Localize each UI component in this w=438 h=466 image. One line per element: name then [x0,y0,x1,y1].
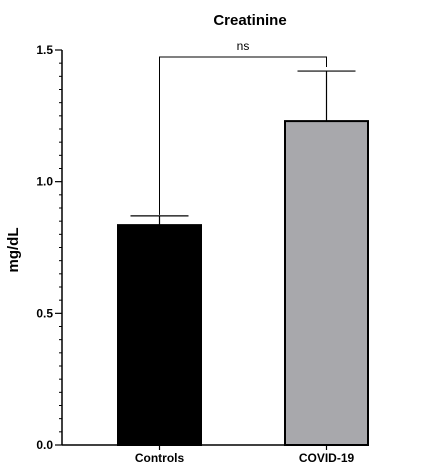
y-tick-label: 1.0 [36,175,53,189]
significance-layer: ns [159,39,327,215]
error-bar-covid-19 [297,70,356,122]
significance-bracket [159,56,327,215]
error-bar-controls [130,215,189,226]
x-tick-label: Controls [135,451,185,465]
bar-covid-19 [284,120,369,446]
y-tick-label: 0.0 [36,438,53,452]
error-bars-layer [130,70,356,226]
x-tick-label: COVID-19 [299,451,355,465]
bar-controls [117,224,202,446]
y-axis-label: mg/dL [5,228,22,273]
y-tick-label: 0.5 [36,306,53,320]
chart-title: Creatinine [213,12,286,29]
bars-layer [117,120,369,446]
y-tick-label: 1.5 [36,43,53,57]
ticks-layer: 0.0 0.5 1.0 1.5 Controls COVID-19 [36,43,354,465]
significance-label: ns [237,39,250,53]
